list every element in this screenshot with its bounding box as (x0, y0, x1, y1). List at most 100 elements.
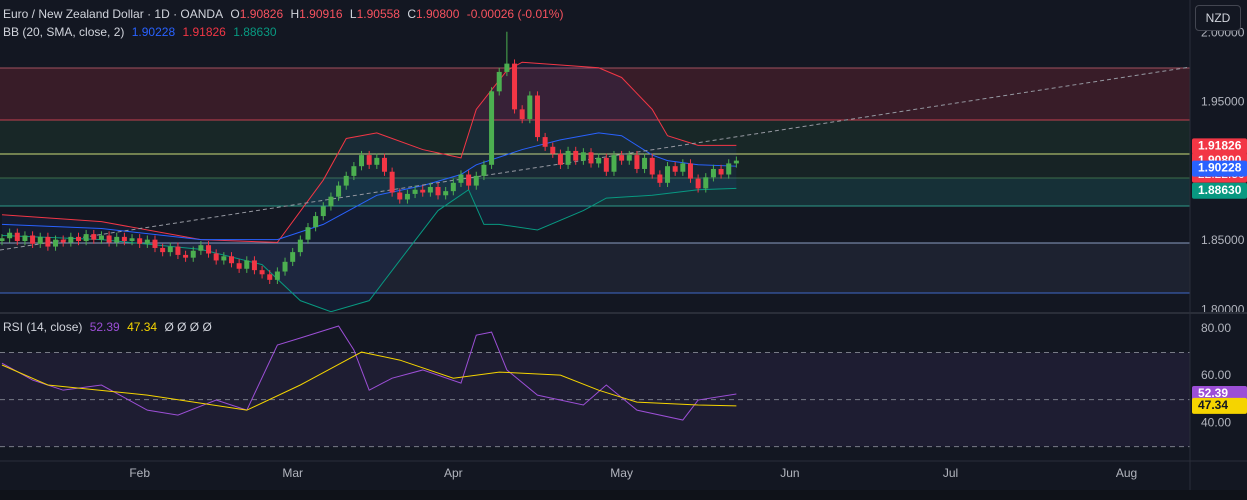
candle-body (580, 152, 586, 161)
bb-value: 1.90228 (131, 25, 176, 39)
candle-body (290, 252, 296, 262)
x-tick-label: Jun (780, 466, 799, 480)
rsi-title: RSI (14, close) (3, 320, 83, 334)
candle-body (282, 261, 288, 272)
candle-body (397, 192, 403, 200)
candle-body (175, 246, 181, 255)
level-zone (0, 242, 1190, 294)
candle-body (259, 270, 265, 275)
change: -0.00026 (-0.01%) (466, 7, 564, 21)
price-badge-label: 1.91826 (1198, 139, 1242, 153)
candle-body (381, 157, 387, 172)
ohlc-value: 1.90916 (299, 7, 343, 21)
candle-body (565, 150, 571, 165)
x-tick-label: Mar (282, 466, 303, 480)
rsi-extra: Ø Ø Ø Ø (164, 320, 212, 334)
x-tick-label: Aug (1116, 466, 1137, 480)
candle-body (557, 153, 563, 165)
bottom-bar (0, 490, 1247, 500)
rsi-value: 47.34 (127, 320, 158, 334)
candle-body (167, 246, 173, 253)
candle-body (114, 236, 120, 243)
candle-body (450, 182, 456, 192)
candle-body (427, 186, 433, 193)
candle-body (213, 253, 219, 261)
candle-body (30, 235, 36, 244)
candle-body (75, 236, 81, 242)
ohlc-key: C (407, 7, 416, 21)
level-zone (0, 68, 1190, 121)
candle-body (14, 232, 20, 242)
candle-body (657, 174, 663, 183)
candle-body (466, 174, 472, 186)
price-badge (1192, 160, 1247, 177)
candle-body (596, 157, 602, 164)
ohlc-value: 1.90826 (239, 7, 284, 21)
candle-body (251, 260, 257, 271)
candle-body (642, 157, 648, 169)
y-tick-label: 60.00 (1201, 368, 1231, 382)
candle-body (550, 146, 556, 154)
candle-body (649, 157, 655, 175)
ohlc-key: O (230, 7, 240, 21)
bb-line (1, 132, 737, 241)
candle-body (527, 95, 533, 120)
y-tick-label: 1.80000 (1201, 303, 1245, 317)
candle-body (297, 239, 303, 253)
price-badge-label: 52.39 (1198, 386, 1228, 400)
candle-body (0, 238, 5, 242)
candle-body (726, 163, 732, 175)
candle-body (228, 256, 234, 264)
y-tick-label: 1.85000 (1201, 233, 1245, 247)
candle-body (320, 206, 326, 217)
candle-body (366, 155, 372, 165)
candle-body (160, 247, 166, 253)
symbol-legend: Euro / New Zealand Dollar · 1D · OANDA O… (3, 7, 567, 21)
bb-line (1, 187, 737, 313)
symbol: Euro / New Zealand Dollar · 1D · OANDA (3, 7, 224, 21)
candle-body (7, 232, 13, 239)
candle-body (328, 196, 334, 207)
bb-legend: BB (20, SMA, close, 2) 1.90228 1.91826 1… (3, 25, 281, 39)
x-tick-label: Jul (943, 466, 958, 480)
bb-value: 1.88630 (233, 25, 277, 39)
bb-line (1, 61, 737, 243)
candle-body (619, 155, 625, 161)
candle-body (374, 157, 380, 165)
bb-value: 1.91826 (182, 25, 226, 39)
candle-body (687, 163, 693, 179)
candle-body (680, 163, 686, 172)
candle-body (703, 177, 709, 189)
ohlc-key: L (349, 7, 357, 21)
candle-body (121, 236, 127, 242)
candle-body (458, 174, 464, 183)
ohlc-value: 1.90558 (356, 7, 400, 21)
rsi-legend: RSI (14, close) 52.39 47.34 Ø Ø Ø Ø (3, 320, 216, 334)
bb-title: BB (20, SMA, close, 2) (3, 25, 125, 39)
level-zone (0, 177, 1190, 206)
price-badge-label: 1.90228 (1198, 161, 1242, 175)
price-badge-label: 1.88630 (1198, 183, 1242, 197)
candle-body (534, 95, 540, 138)
candle-body (603, 157, 609, 172)
candle-body (351, 166, 357, 176)
candle-body (305, 227, 311, 240)
candle-body (152, 239, 158, 248)
y-tick-label: 80.00 (1201, 321, 1231, 335)
candle-body (267, 274, 273, 280)
candle-body (343, 175, 349, 186)
x-tick-label: Apr (444, 466, 463, 480)
candle-body (542, 137, 548, 147)
price-badge (1192, 397, 1247, 414)
candle-body (710, 168, 716, 178)
candle-body (106, 235, 112, 243)
currency-button[interactable]: NZD (1195, 5, 1241, 31)
candle-body (588, 152, 594, 164)
candle-body (496, 71, 502, 92)
candle-body (672, 166, 678, 172)
candle-body (68, 236, 74, 243)
candle-body (98, 235, 104, 240)
trendline (0, 66, 1191, 251)
candle-body (244, 260, 250, 269)
